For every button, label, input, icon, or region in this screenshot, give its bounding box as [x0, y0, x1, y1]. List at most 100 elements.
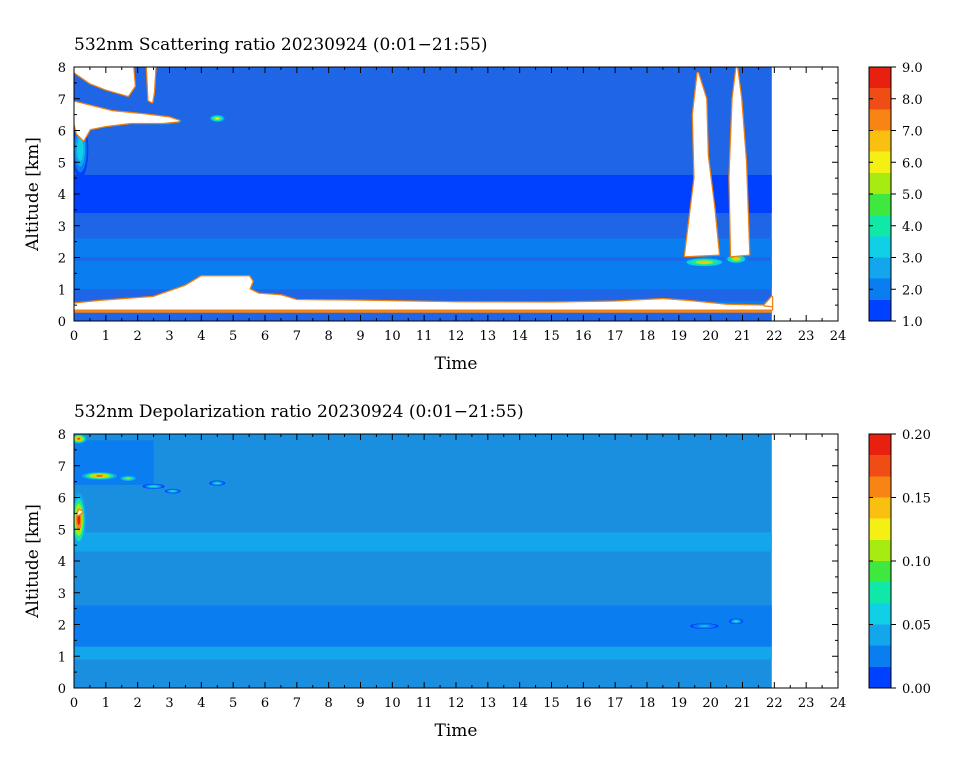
y-tick-label: 3	[58, 587, 66, 602]
x-tick-label: 19	[671, 329, 688, 344]
scattering-heatmap	[74, 67, 774, 321]
colorbar-tick-label: 3.0	[902, 252, 923, 267]
x-tick-label: 7	[293, 696, 301, 711]
x-tick-label: 8	[325, 696, 333, 711]
heatmap-feature	[689, 623, 719, 629]
heatmap-feature	[209, 114, 226, 123]
x-tick-label: 6	[261, 329, 269, 344]
x-tick-label: 16	[575, 696, 592, 711]
x-tick-label: 7	[293, 329, 301, 344]
x-tick-label: 13	[480, 696, 497, 711]
x-tick-label: 21	[734, 329, 751, 344]
cloud-region	[74, 276, 773, 310]
cloud-region	[74, 101, 180, 141]
x-tick-label: 24	[830, 696, 847, 711]
heatmap-feature	[209, 480, 226, 486]
heatmap-feature	[81, 472, 117, 480]
heatmap-band	[567, 265, 772, 280]
y-tick-label: 4	[58, 188, 66, 203]
x-tick-label: 5	[229, 696, 237, 711]
y-tick-label: 8	[58, 428, 66, 443]
x-tick-label: 6	[261, 696, 269, 711]
x-tick-label: 20	[702, 329, 719, 344]
heatmap-feature	[729, 618, 744, 625]
x-tick-label: 10	[384, 696, 401, 711]
colorbar-tick-label: 0.20	[902, 428, 931, 443]
y-tick-label: 5	[58, 156, 66, 171]
depolarization-heatmap	[74, 434, 772, 688]
x-tick-label: 14	[511, 329, 528, 344]
x-tick-label: 11	[416, 696, 433, 711]
x-tick-label: 0	[70, 329, 78, 344]
feature-contour	[215, 482, 219, 484]
feature-contour	[78, 143, 82, 156]
colorbar-tick-label: 8.0	[902, 93, 923, 108]
x-tick-label: 22	[766, 329, 783, 344]
colorbar-tick-label: 4.0	[902, 220, 923, 235]
y-tick-label: 2	[58, 619, 66, 634]
colorbar-tick-label: 2.0	[902, 283, 923, 298]
x-tick-label: 4	[197, 696, 205, 711]
x-tick-label: 3	[165, 696, 173, 711]
x-tick-label: 9	[356, 696, 364, 711]
x-tick-label: 21	[734, 696, 751, 711]
x-tick-label: 17	[607, 696, 624, 711]
x-tick-label: 4	[197, 329, 205, 344]
y-tick-label: 0	[58, 315, 66, 330]
x-tick-label: 24	[830, 329, 847, 344]
depolarization-title: 532nm Depolarization ratio 20230924 (0:0…	[74, 402, 524, 422]
scattering-colorbar-ticks: 1.0 2.0 3.0 4.0 5.0 6.0 7.0 8.0 9.0	[869, 61, 923, 330]
y-tick-label: 1	[58, 283, 66, 298]
heatmap-feature	[682, 257, 727, 268]
colorbar-tick-label: 0.00	[902, 682, 931, 697]
x-tick-label: 8	[325, 329, 333, 344]
heatmap-feature	[74, 434, 87, 444]
scattering-panel: 532nm Scattering ratio 20230924 (0:01−21…	[23, 35, 923, 374]
x-tick-label: 12	[448, 329, 465, 344]
scattering-x-label: Time	[435, 354, 478, 374]
depolarization-plot-area	[74, 434, 838, 688]
x-tick-label: 3	[165, 329, 173, 344]
cloud-region	[729, 67, 750, 257]
scattering-title: 532nm Scattering ratio 20230924 (0:01−21…	[74, 35, 488, 55]
x-tick-label: 11	[416, 329, 433, 344]
y-tick-label: 1	[58, 650, 66, 665]
x-tick-label: 19	[671, 696, 688, 711]
heatmap-feature	[164, 488, 181, 494]
feature-contour	[95, 475, 103, 477]
scattering-axes: 0 1 2 3 4 5 6 7 8 9 10 11 12 13 14 15 16 17 18 19 20 21 22 23 24…	[58, 61, 847, 344]
x-tick-label: 5	[229, 329, 237, 344]
cloud-region	[74, 67, 135, 96]
y-tick-label: 7	[58, 460, 66, 475]
x-tick-label: 0	[70, 696, 78, 711]
heatmap-feature	[142, 483, 165, 489]
feature-contour	[77, 437, 81, 440]
x-tick-label: 22	[766, 696, 783, 711]
heatmap-band	[74, 605, 772, 647]
feature-contour	[701, 625, 708, 627]
heatmap-band	[74, 238, 772, 258]
y-tick-label: 6	[58, 125, 66, 140]
x-tick-label: 10	[384, 329, 401, 344]
feature-contour	[77, 514, 81, 526]
y-tick-label: 8	[58, 61, 66, 76]
depolarization-colorbar-ticks: 0.00 0.05 0.10 0.15 0.20	[869, 428, 931, 697]
x-tick-label: 13	[480, 329, 497, 344]
colorbar-tick-label: 6.0	[902, 156, 923, 171]
scattering-plot-area	[74, 67, 838, 321]
x-tick-label: 17	[607, 329, 624, 344]
heatmap-band	[74, 646, 772, 660]
y-tick-label: 3	[58, 220, 66, 235]
x-tick-label: 23	[798, 329, 815, 344]
x-tick-label: 12	[448, 696, 465, 711]
x-tick-label: 2	[134, 696, 142, 711]
colorbar-tick-label: 0.10	[902, 555, 931, 570]
x-tick-label: 16	[575, 329, 592, 344]
feature-contour	[151, 485, 156, 487]
x-tick-label: 9	[356, 329, 364, 344]
y-tick-label: 2	[58, 252, 66, 267]
x-tick-label: 14	[511, 696, 528, 711]
heatmap-band	[74, 174, 772, 214]
depolarization-x-label: Time	[435, 721, 478, 741]
x-tick-label: 15	[543, 696, 560, 711]
